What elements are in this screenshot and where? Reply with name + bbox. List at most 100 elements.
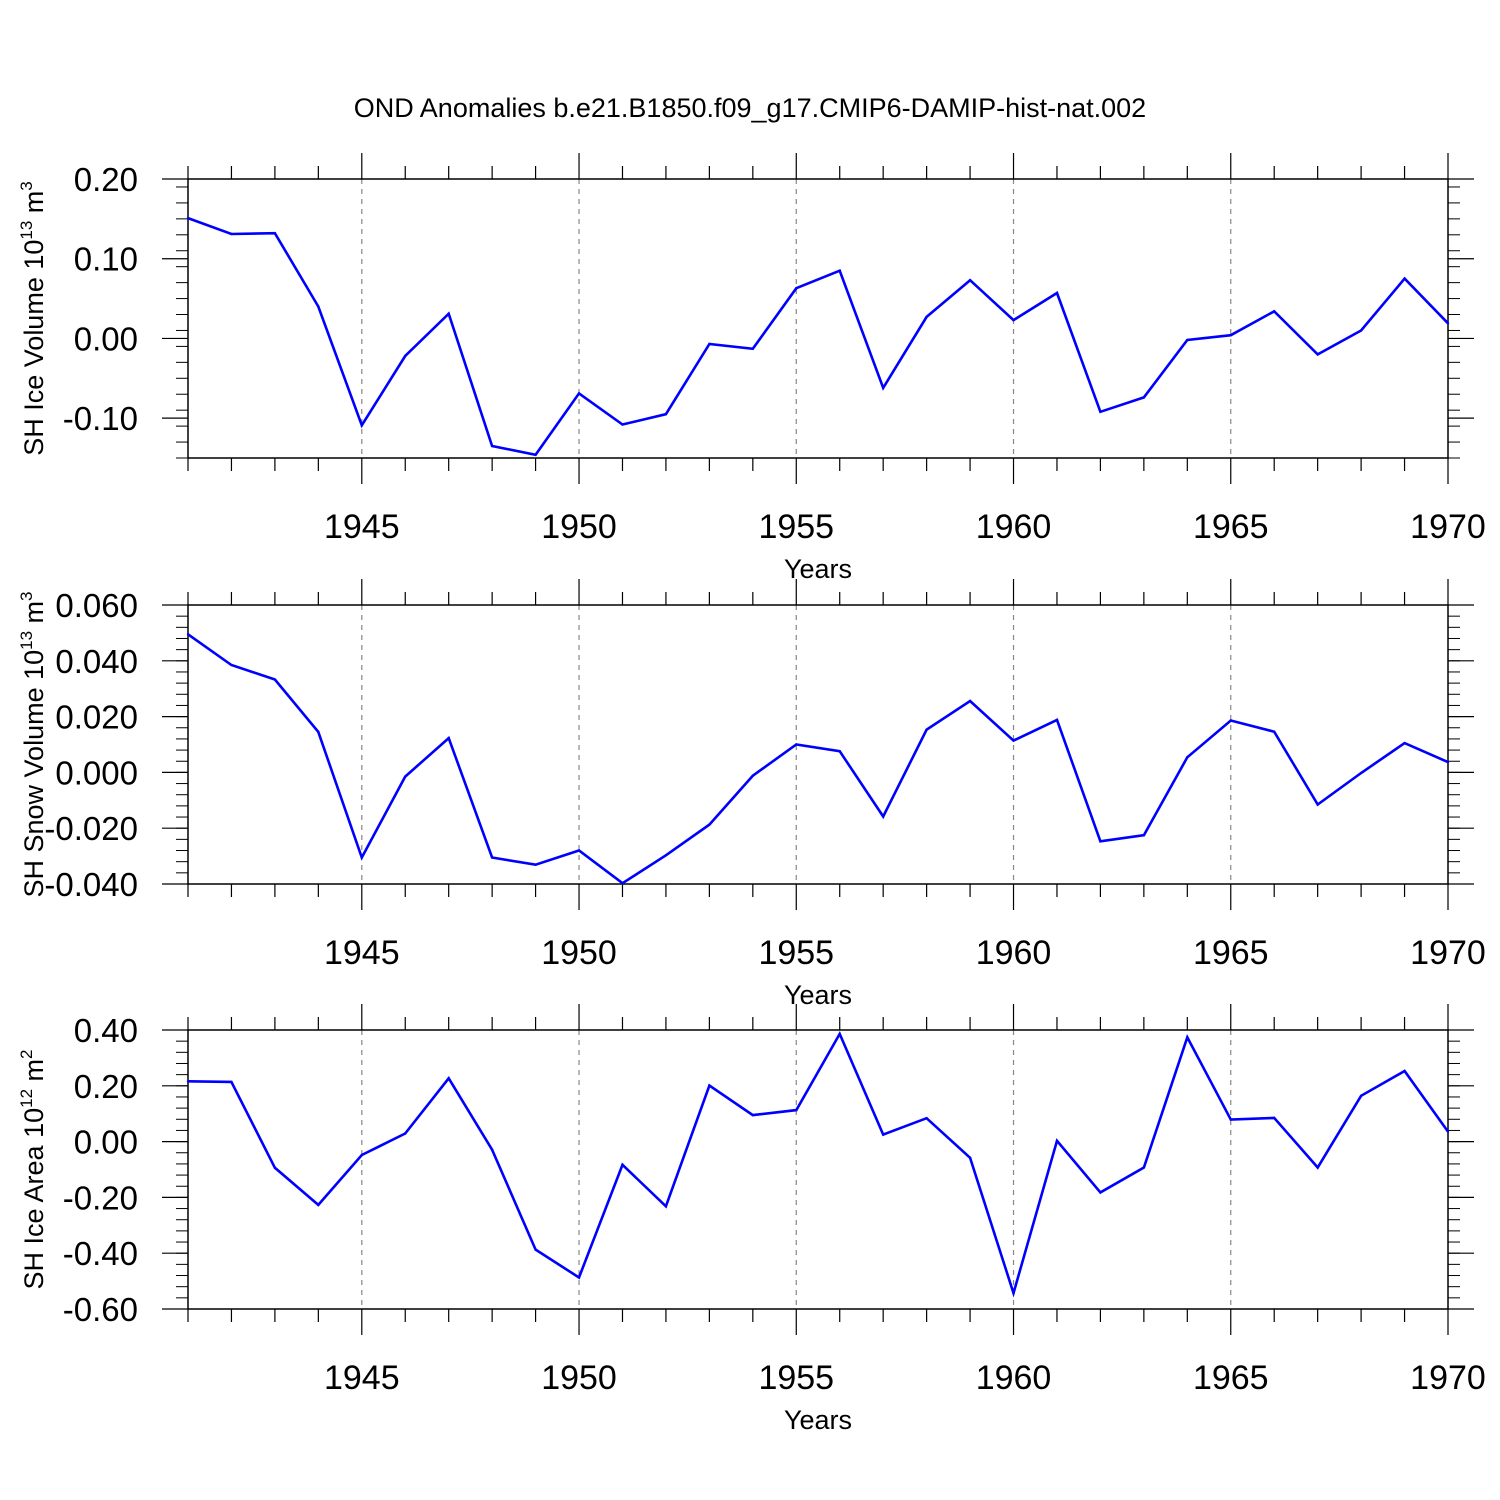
x-tick-label: 1960 (976, 508, 1052, 546)
data-point (1403, 741, 1406, 745)
x-tick-label: 1945 (324, 1359, 400, 1397)
data-point (968, 279, 972, 282)
data-point (1012, 1291, 1015, 1295)
data-point (534, 863, 537, 866)
data-point (1273, 310, 1276, 313)
data-point (708, 1084, 711, 1087)
y-tick-label: 0.20 (74, 1068, 138, 1105)
data-point (1012, 739, 1015, 742)
x-tick-label: 1970 (1410, 508, 1486, 546)
data-point (925, 315, 928, 319)
x-axis-label: Years (784, 1405, 852, 1435)
chart-title: OND Anomalies b.e21.B1850.f09_g17.CMIP6-… (354, 93, 1146, 123)
x-tick-label: 1965 (1193, 1359, 1269, 1397)
x-tick-label: 1960 (976, 934, 1052, 972)
data-point (1316, 1166, 1319, 1169)
y-tick-label: -0.10 (63, 400, 138, 437)
x-axis-label: Years (784, 554, 852, 584)
x-tick-label: 1945 (324, 508, 400, 546)
series-line (187, 633, 1449, 885)
data-point (1316, 353, 1319, 356)
x-tick-label: 1955 (758, 934, 834, 972)
data-point (1229, 719, 1232, 722)
data-point (621, 881, 624, 885)
y-tick-label: -0.40 (63, 1235, 138, 1272)
series-line (187, 216, 1449, 457)
data-point (1403, 277, 1406, 280)
data-point (1446, 322, 1450, 325)
x-tick-label: 1970 (1410, 934, 1486, 972)
data-point (1403, 1069, 1406, 1073)
data-point (534, 1248, 537, 1251)
data-point (273, 1166, 277, 1170)
data-point (490, 856, 494, 859)
data-point (1446, 1130, 1450, 1133)
data-point (664, 854, 668, 857)
data-point (577, 1276, 581, 1279)
x-tick-label: 1960 (976, 1359, 1052, 1397)
data-point (447, 736, 450, 740)
data-point (1099, 840, 1102, 843)
panel-2: 0.060 0.040 0.020 0.000 -0.020 -0.040 1945 1950… (17, 579, 1486, 1010)
data-point (1186, 338, 1189, 342)
y-tick-label: 0.040 (55, 643, 138, 680)
data-point (1142, 396, 1146, 399)
data-point (1055, 1139, 1059, 1142)
data-point (751, 774, 755, 777)
data-point (360, 1153, 363, 1157)
data-point (881, 1133, 885, 1136)
data-point (795, 743, 798, 746)
data-point (447, 312, 450, 315)
plot-frame (187, 178, 1449, 459)
y-tick-label: 0.020 (55, 699, 138, 736)
y-tick-label: 0.10 (74, 241, 138, 278)
data-point (838, 749, 841, 753)
data-point (838, 269, 841, 272)
plot-frame (187, 604, 1449, 885)
data-point (490, 1148, 494, 1151)
data-point (1186, 1036, 1189, 1039)
data-point (881, 815, 885, 818)
data-point (360, 856, 363, 859)
data-point (273, 678, 277, 681)
data-point (317, 730, 320, 734)
y-tick-label: 0.40 (74, 1012, 138, 1049)
data-point (186, 633, 190, 636)
data-point (1055, 718, 1059, 722)
data-point (925, 1116, 928, 1120)
data-point (490, 444, 494, 448)
x-tick-label: 1945 (324, 934, 400, 972)
data-point (360, 424, 363, 427)
data-point (317, 1203, 320, 1207)
y-tick-label: 0.00 (74, 320, 138, 357)
data-point (708, 342, 711, 346)
data-point (751, 1113, 755, 1117)
data-point (186, 1080, 190, 1083)
x-tick-label: 1965 (1193, 934, 1269, 972)
data-point (404, 354, 407, 358)
data-point (708, 823, 711, 826)
data-point (447, 1077, 450, 1080)
data-point (1186, 756, 1189, 759)
x-tick-label: 1950 (541, 1359, 617, 1397)
x-tick-label: 1950 (541, 508, 617, 546)
series-line (187, 1030, 1450, 1298)
data-point (1359, 1094, 1363, 1098)
data-point (1359, 771, 1363, 775)
x-tick-label: 1970 (1410, 1359, 1486, 1397)
data-point (838, 1032, 841, 1036)
y-tick-label: -0.20 (63, 1179, 138, 1216)
data-point (1012, 318, 1015, 322)
x-tick-label: 1955 (758, 508, 834, 546)
data-point (795, 1108, 798, 1112)
y-tick-label: 0.000 (55, 754, 138, 791)
data-point (1099, 410, 1102, 413)
y-axis-label: SH Snow Volume 1013 m3 (17, 591, 49, 897)
data-point (230, 232, 233, 236)
x-tick-label: 1965 (1193, 508, 1269, 546)
y-tick-label: 0.20 (74, 161, 138, 198)
data-point (1142, 833, 1146, 837)
data-point (881, 386, 885, 390)
